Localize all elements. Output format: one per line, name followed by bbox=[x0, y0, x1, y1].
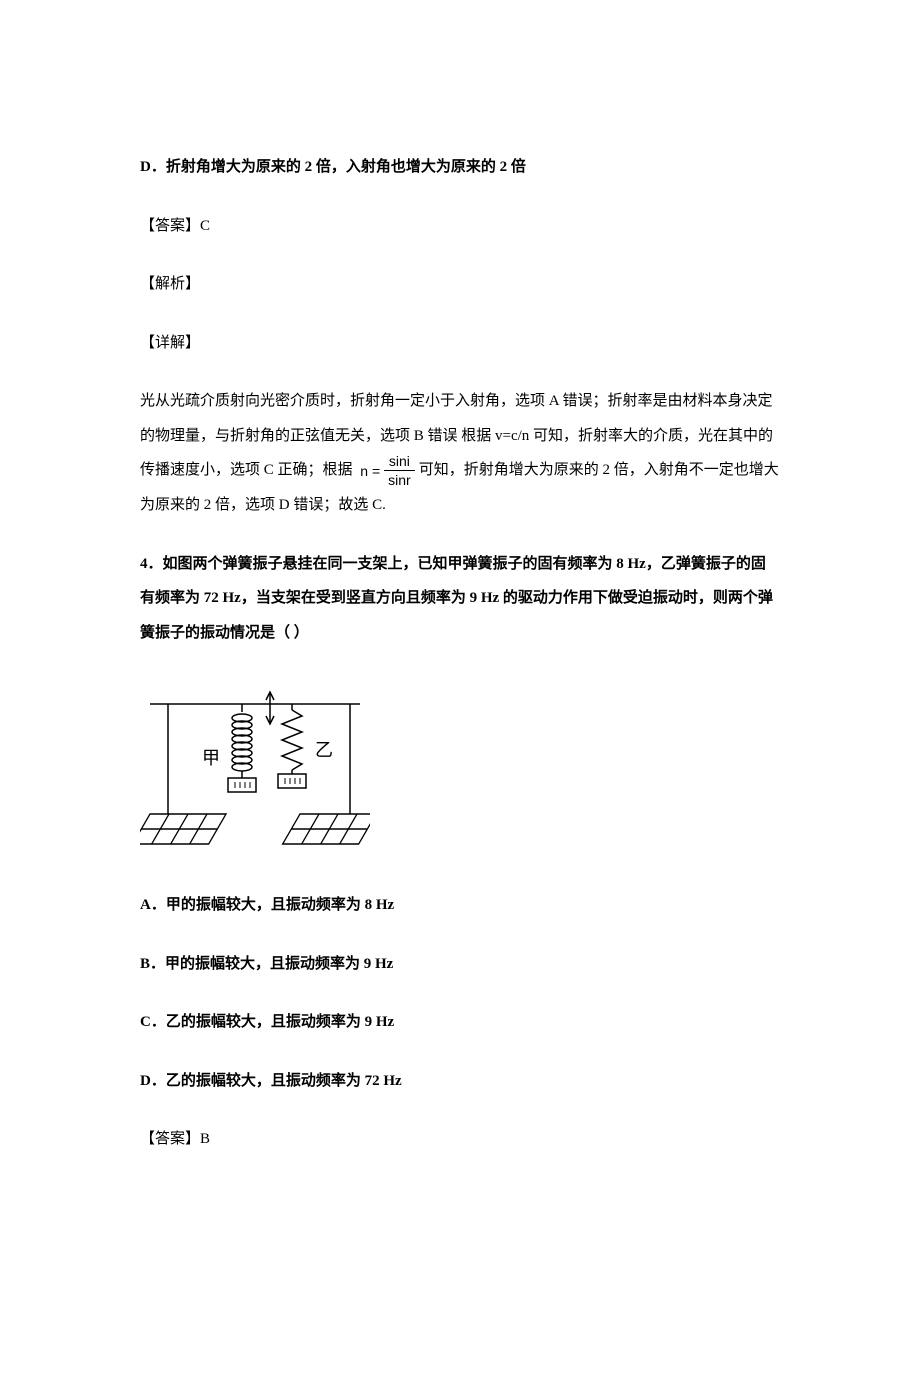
question-4-text: 4．如图两个弹簧振子悬挂在同一支架上，已知甲弹簧振子的固有频率为 8 Hz，乙弹… bbox=[140, 547, 780, 651]
q4-option-d: D．乙的振幅较大，且振动频率为 72 Hz bbox=[140, 1064, 780, 1099]
formula-eq-left: n = bbox=[360, 464, 380, 478]
label-jia: 甲 bbox=[202, 748, 220, 768]
answer-label: 【答案】C bbox=[140, 209, 780, 244]
option-d-text: D．折射角增大为原来的 2 倍，入射角也增大为原来的 2 倍 bbox=[140, 150, 780, 185]
label-yi: 乙 bbox=[315, 740, 333, 760]
formula-fraction: sinisinr bbox=[384, 453, 415, 488]
formula-denominator: sinr bbox=[384, 471, 415, 488]
refraction-formula: n = sinisinr bbox=[360, 453, 414, 488]
q4-option-c: C．乙的振幅较大，且振动频率为 9 Hz bbox=[140, 1005, 780, 1040]
q4-option-b: B．甲的振幅较大，且振动频率为 9 Hz bbox=[140, 947, 780, 982]
q4-option-a: A．甲的振幅较大，且振动频率为 8 Hz bbox=[140, 888, 780, 923]
formula-numerator: sini bbox=[384, 453, 415, 471]
spring-diagram: 甲 乙 bbox=[140, 674, 780, 854]
detail-paragraph: 光从光疏介质射向光密介质时，折射角一定小于入射角，选项 A 错误；折射率是由材料… bbox=[140, 384, 780, 523]
analysis-label: 【解析】 bbox=[140, 267, 780, 302]
answer-label-2: 【答案】B bbox=[140, 1122, 780, 1157]
detail-label: 【详解】 bbox=[140, 326, 780, 361]
